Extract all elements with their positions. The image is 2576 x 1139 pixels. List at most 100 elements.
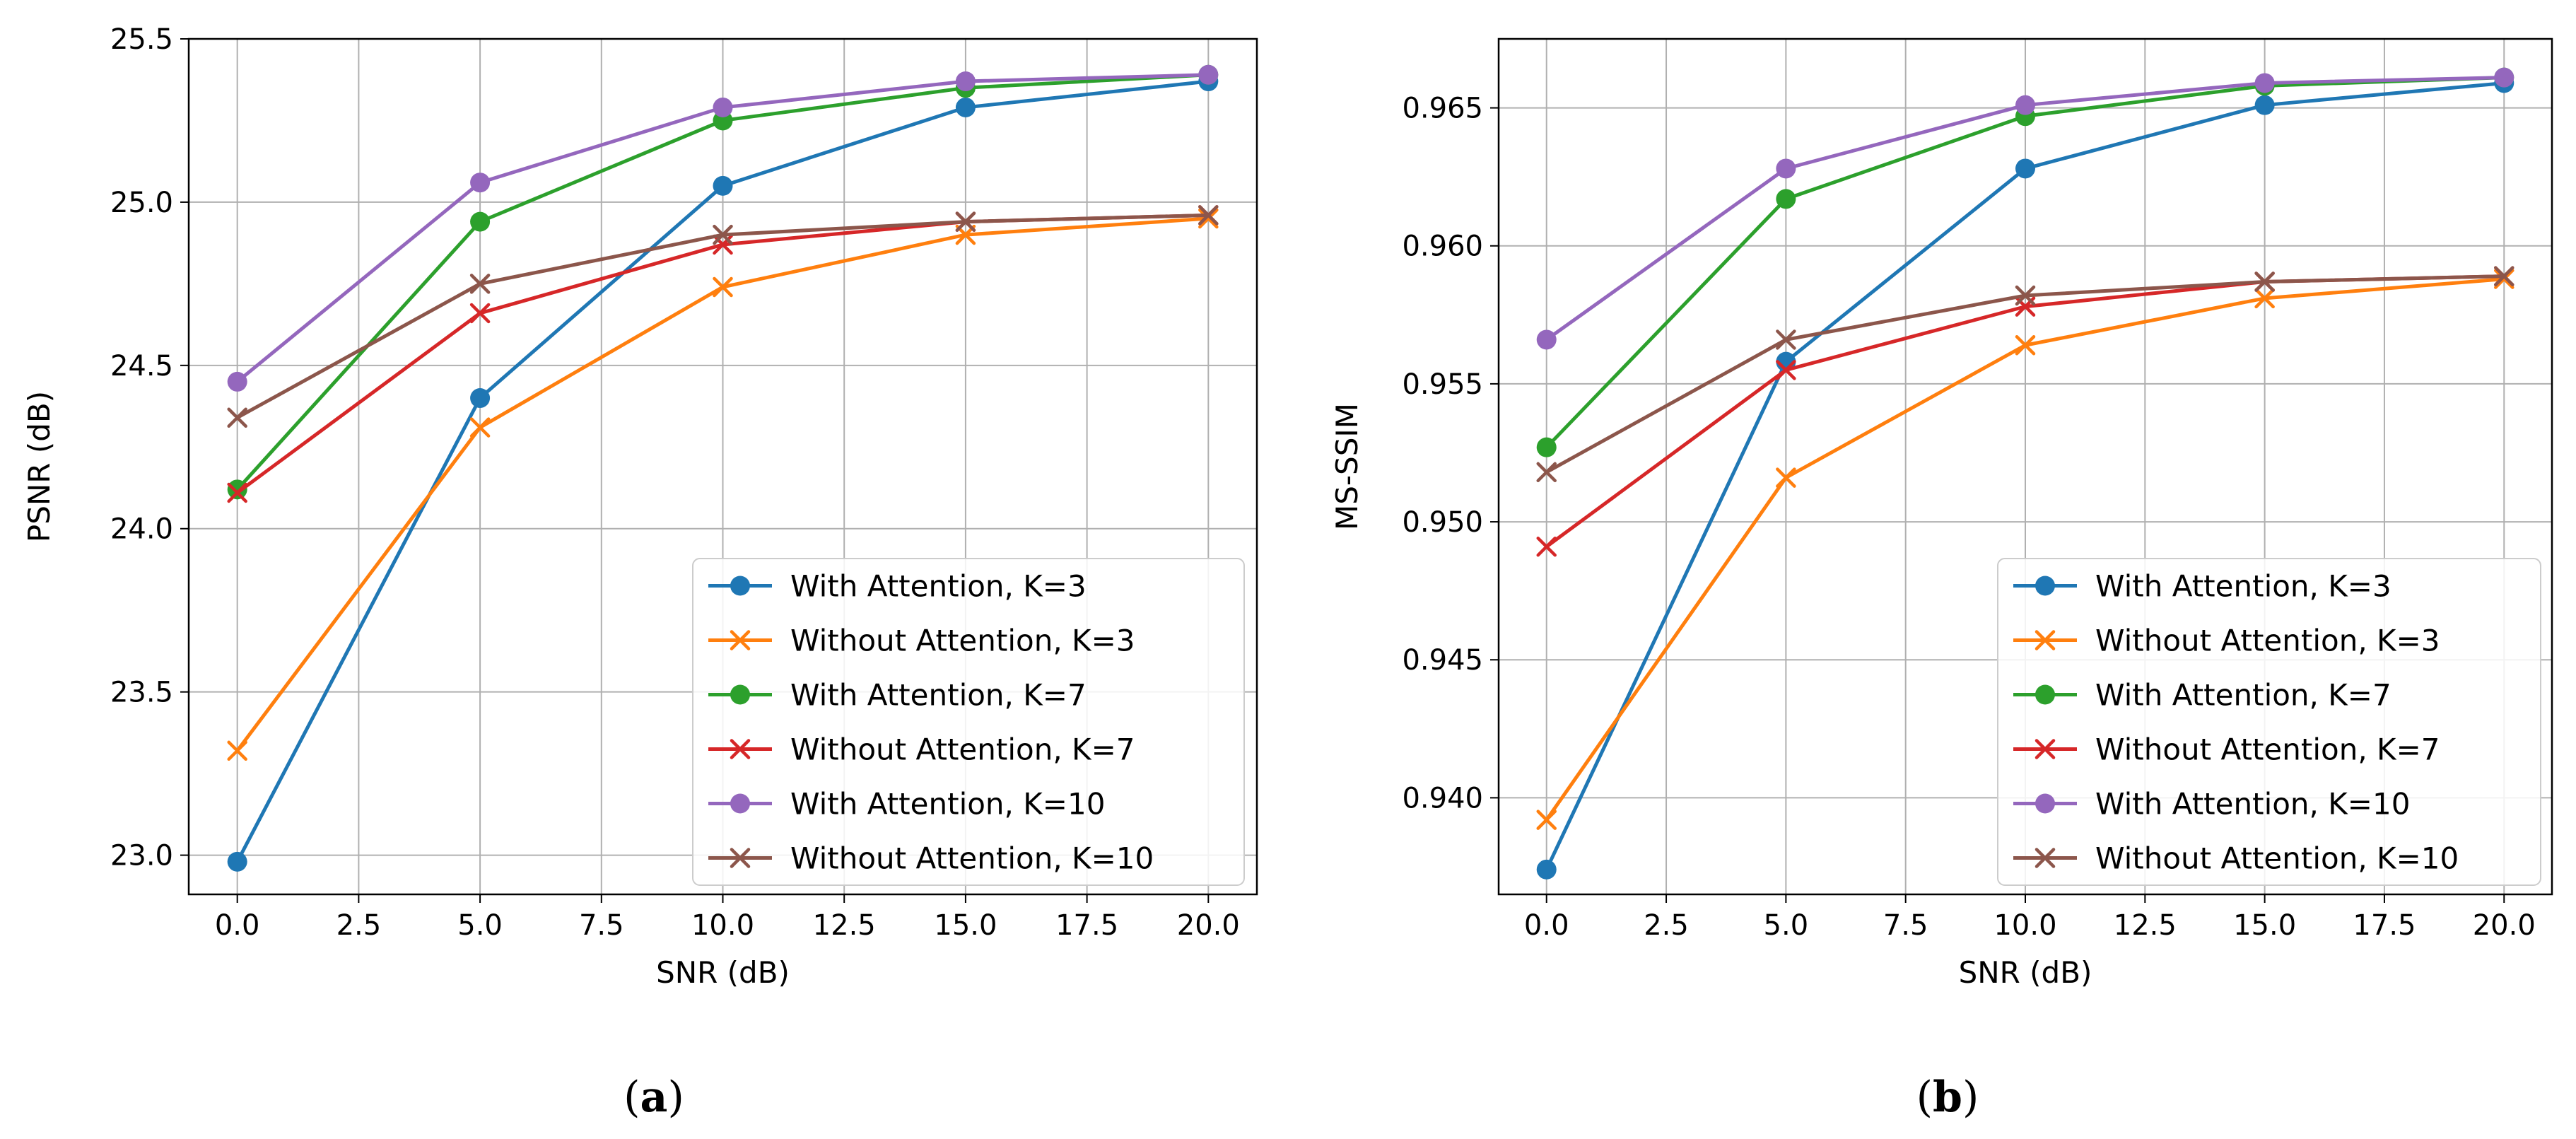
caption-b: (b)	[1916, 1073, 1979, 1122]
panel-b-data-point	[1536, 329, 1557, 350]
panel-b-x-tick-label: 5.0	[1764, 909, 1809, 942]
panel-b-data-point	[1536, 462, 1557, 483]
panel-b-legend-box	[1997, 558, 2541, 886]
panel-a-x-tick-label: 7.5	[579, 909, 624, 942]
panel-a-data-point	[470, 388, 491, 409]
panel-b-data-point	[1536, 810, 1557, 830]
panel-a-x-tick-label: 15.0	[934, 909, 997, 942]
panel-b-data-point	[2254, 73, 2275, 93]
panel-b-legend-marker	[2035, 630, 2056, 650]
panel-b-legend-marker	[2035, 739, 2056, 759]
panel-a-axes-frame	[187, 37, 1258, 896]
panel-a-legend-label: With Attention, K=7	[790, 678, 1087, 713]
panel-b-x-tick-label: 10.0	[1994, 909, 2056, 942]
panel-a-y-tick-label: 23.0	[110, 840, 173, 872]
panel-a-x-tick-label: 12.5	[813, 909, 876, 942]
panel-b-legend-label: Without Attention, K=10	[2095, 841, 2459, 876]
panel-b-data-point	[2494, 266, 2514, 286]
panel-a-data-point	[469, 303, 491, 324]
panel-b-y-tick-label: 0.945	[1402, 644, 1483, 677]
panel-a-legend-marker	[730, 630, 751, 650]
panel-a-data-point	[227, 740, 247, 761]
panel-b-ms-ssim-chart: 0.0 2.5 5.0 7.5 10.0 12.5 15.0 17.5 20.0 0.940 0.9…	[1330, 37, 2553, 990]
panel-a-legend-marker	[730, 793, 750, 814]
panel-b-legend-marker	[2035, 684, 2055, 705]
caption-a: (a)	[623, 1073, 684, 1122]
panel-a-data-point	[227, 482, 247, 503]
panel-a-x-tick-label: 20.0	[1177, 909, 1240, 942]
panel-b-x-tick-label: 7.5	[1883, 909, 1928, 942]
panel-b-data-point	[2015, 335, 2036, 356]
panel-b-legend-marker	[2035, 793, 2055, 814]
panel-b-data-point	[2494, 269, 2514, 289]
panel-a-data-point	[1198, 64, 1219, 85]
panel-a-data-point	[955, 211, 976, 232]
panel-a-data-point	[713, 175, 733, 196]
panel-a-y-tick-label: 25.0	[110, 187, 173, 219]
panel-a-x-tick-label: 0.0	[215, 909, 260, 942]
panel-b-y-tick-label: 0.960	[1402, 230, 1483, 263]
panel-a-data-point	[1198, 205, 1219, 226]
panel-b-data-point	[2015, 95, 2035, 115]
panel-b-y-axis-label: MS-SSIM	[1330, 403, 1364, 530]
panel-a-legend-label: Without Attention, K=3	[790, 624, 1135, 658]
panel-a-y-axis-label: PSNR (dB)	[22, 391, 57, 542]
panel-b-data-point	[2494, 67, 2514, 88]
panel-b-x-tick-label: 2.5	[1644, 909, 1689, 942]
panel-a-data-point	[713, 97, 733, 117]
panel-b-legend-label: With Attention, K=3	[2095, 569, 2391, 604]
panel-a-y-tick-label: 25.5	[110, 23, 173, 56]
panel-a-psnr-chart: 0.0 2.5 5.0 7.5 10.0 12.5 15.0 17.5 20.0 23.0 23.5…	[22, 23, 1258, 990]
panel-a-data-point	[955, 97, 976, 117]
panel-b-x-tick-label: 12.5	[2114, 909, 2177, 942]
panel-a-data-point	[470, 173, 491, 193]
panel-b-x-axis-label: SNR (dB)	[1959, 955, 2092, 990]
panel-a-legend-label: With Attention, K=10	[790, 787, 1105, 822]
panel-a-y-tick-label: 24.0	[110, 513, 173, 546]
panel-a-data-point	[955, 71, 976, 92]
panel-b-x-tick-label: 0.0	[1524, 909, 1569, 942]
panel-b-data-point	[2015, 158, 2035, 179]
panel-a-data-point	[469, 417, 491, 438]
panel-a-legend-marker	[730, 576, 750, 596]
panel-a-x-tick-label: 10.0	[691, 909, 754, 942]
panel-b-legend-marker	[2035, 848, 2056, 868]
panel-a-y-tick-label: 23.5	[110, 677, 173, 709]
panel-b-data-point	[1776, 189, 1796, 209]
panel-a-data-point	[1198, 208, 1219, 229]
panel-a-x-tick-label: 2.5	[336, 909, 382, 942]
panel-b-data-point	[1536, 437, 1557, 457]
panel-a-x-tick-label: 17.5	[1055, 909, 1118, 942]
panel-a-legend-label: Without Attention, K=10	[790, 841, 1154, 876]
panel-b-data-point	[1776, 329, 1796, 350]
panel-b-y-tick-label: 0.940	[1402, 782, 1483, 814]
panel-a-legend-marker	[730, 684, 750, 705]
panel-b-data-point	[2254, 271, 2275, 292]
panel-b-x-tick-label: 15.0	[2233, 909, 2296, 942]
panel-b-y-tick-label: 0.955	[1402, 368, 1483, 401]
panel-b-legend-marker	[2035, 576, 2055, 596]
panel-a-x-tick-label: 5.0	[457, 909, 503, 942]
panel-b-legend: With Attention, K=3 Without Attention, K=…	[1997, 558, 2541, 886]
panel-b-legend-label: With Attention, K=7	[2095, 678, 2391, 713]
panel-a-data-point	[713, 276, 733, 298]
panel-a-data-point	[227, 851, 247, 872]
panel-b-data-point	[1536, 859, 1557, 880]
panel-b-legend-label: Without Attention, K=3	[2095, 624, 2440, 658]
panel-a-y-tick-label: 24.5	[110, 350, 173, 382]
panel-b-axes-frame	[1497, 37, 2553, 896]
panel-a-data-point	[227, 371, 247, 392]
panel-b-data-point	[1776, 158, 1796, 179]
panel-b-y-tick-label: 0.965	[1402, 93, 1483, 125]
panel-a-data-point	[713, 224, 733, 245]
panel-b-data-point	[2254, 288, 2275, 309]
panel-a-legend-marker	[730, 848, 751, 868]
panel-a-x-axis-label: SNR (dB)	[656, 955, 790, 990]
panel-b-data-point	[2254, 95, 2275, 115]
panel-b-y-tick-label: 0.950	[1402, 506, 1483, 539]
panel-b-legend-label: With Attention, K=10	[2095, 787, 2410, 822]
panel-a-data-point	[470, 211, 491, 232]
panel-b-x-tick-label: 20.0	[2473, 909, 2536, 942]
panel-b-data-point	[1776, 360, 1796, 380]
